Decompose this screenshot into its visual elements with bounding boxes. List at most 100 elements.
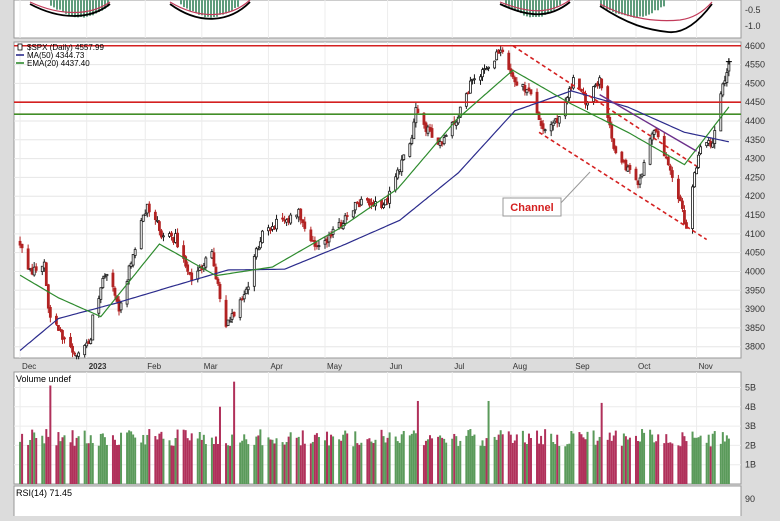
candle-body — [396, 169, 400, 179]
month-tick-label: Oct — [638, 362, 651, 371]
candle-body — [105, 273, 109, 277]
top-histogram-bar — [559, 0, 561, 5]
top-histogram-bar — [219, 0, 221, 15]
candle-body — [493, 60, 497, 69]
rsi-panel — [13, 485, 742, 519]
volume-bar — [386, 437, 389, 484]
top-histogram-bar — [511, 0, 513, 9]
candle-body — [549, 124, 553, 132]
volume-bar — [527, 433, 530, 484]
month-tick-label: Apr — [270, 362, 283, 371]
candle-body — [648, 138, 652, 165]
top-histogram-bar — [92, 0, 94, 16]
volume-bar — [594, 444, 597, 484]
top-histogram-bar — [526, 0, 528, 17]
volume-bar — [380, 429, 383, 484]
volume-bar — [47, 436, 50, 484]
candle-body — [258, 241, 262, 249]
candle-body — [670, 170, 674, 178]
candle-body — [551, 122, 555, 127]
volume-bar — [653, 442, 656, 484]
volume-bar — [231, 434, 234, 484]
candle-body — [501, 49, 505, 53]
price-tick-label: 3800 — [745, 342, 765, 352]
volume-bar — [174, 438, 177, 484]
top-histogram-bar — [183, 0, 185, 8]
top-histogram-bar — [600, 0, 602, 6]
volume-bar — [366, 439, 369, 484]
candle-body — [479, 76, 482, 81]
candle-body — [303, 221, 307, 229]
candle-body — [543, 129, 547, 132]
volume-bar — [323, 440, 326, 484]
price-tick-label: 4350 — [745, 135, 765, 145]
top-histogram-bar — [627, 0, 629, 17]
volume-bar — [439, 435, 442, 484]
top-histogram-bar — [237, 0, 239, 7]
candle-body — [592, 86, 595, 102]
volume-bar — [394, 436, 397, 484]
price-tick-label: 4000 — [745, 266, 765, 276]
top-histogram-bar — [609, 0, 611, 11]
volume-tick-label: 3B — [745, 421, 756, 431]
top-histogram-bar — [101, 0, 103, 11]
candle-body — [652, 130, 656, 135]
top-histogram-bar — [95, 0, 97, 14]
volume-bar — [41, 435, 44, 484]
candle-body — [668, 165, 672, 171]
top-histogram-bar — [231, 0, 233, 12]
candle-body — [57, 324, 60, 331]
volume-bar — [641, 429, 644, 484]
price-tick-label: 4050 — [745, 248, 765, 258]
volume-bar — [241, 440, 244, 484]
volume-bar — [21, 433, 24, 484]
candle-body — [147, 203, 151, 213]
volume-bar — [723, 441, 726, 484]
volume-bar — [132, 434, 135, 484]
volume-bar — [103, 437, 106, 484]
candle-body — [586, 102, 589, 106]
volume-bar — [144, 444, 147, 484]
volume-bar — [497, 434, 500, 484]
volume-bar — [453, 433, 456, 484]
volume-bar — [487, 400, 490, 484]
volume-bar — [156, 439, 159, 484]
volume-bar — [459, 440, 462, 484]
candle-body — [99, 287, 103, 300]
candle-body — [139, 220, 143, 250]
volume-bar — [544, 429, 547, 484]
price-tick-label: 4600 — [745, 41, 765, 51]
volume-bar — [649, 429, 652, 484]
top-histogram-bar — [180, 0, 182, 5]
volume-bar — [218, 406, 221, 484]
candle-body — [620, 151, 624, 163]
top-histogram-bar — [618, 0, 620, 14]
volume-bar — [536, 430, 539, 484]
top-histogram-bar — [606, 0, 608, 10]
candle-body — [608, 117, 612, 126]
month-tick-label: Aug — [513, 362, 527, 371]
volume-bar — [437, 436, 440, 484]
volume-bar — [358, 444, 361, 484]
volume-bar — [311, 441, 314, 484]
candle-body — [153, 211, 157, 221]
candle-body — [224, 299, 228, 327]
volume-bar — [69, 442, 72, 484]
top-histogram-bar — [53, 0, 55, 8]
top-histogram-bar — [216, 0, 218, 17]
volume-bar — [721, 432, 724, 484]
volume-bar — [115, 445, 118, 484]
candle-body — [442, 137, 446, 145]
candle-body — [464, 93, 468, 107]
volume-bar — [71, 430, 74, 484]
volume-bar — [340, 440, 343, 484]
volume-bar — [398, 442, 401, 484]
volume-bar — [269, 439, 272, 484]
volume-bar — [188, 440, 191, 484]
volume-bar — [289, 432, 292, 484]
top-histogram-bar — [195, 0, 197, 13]
candle-body — [515, 81, 519, 86]
candle-body — [48, 307, 52, 318]
volume-bar — [91, 443, 94, 484]
volume-bar — [130, 431, 133, 484]
